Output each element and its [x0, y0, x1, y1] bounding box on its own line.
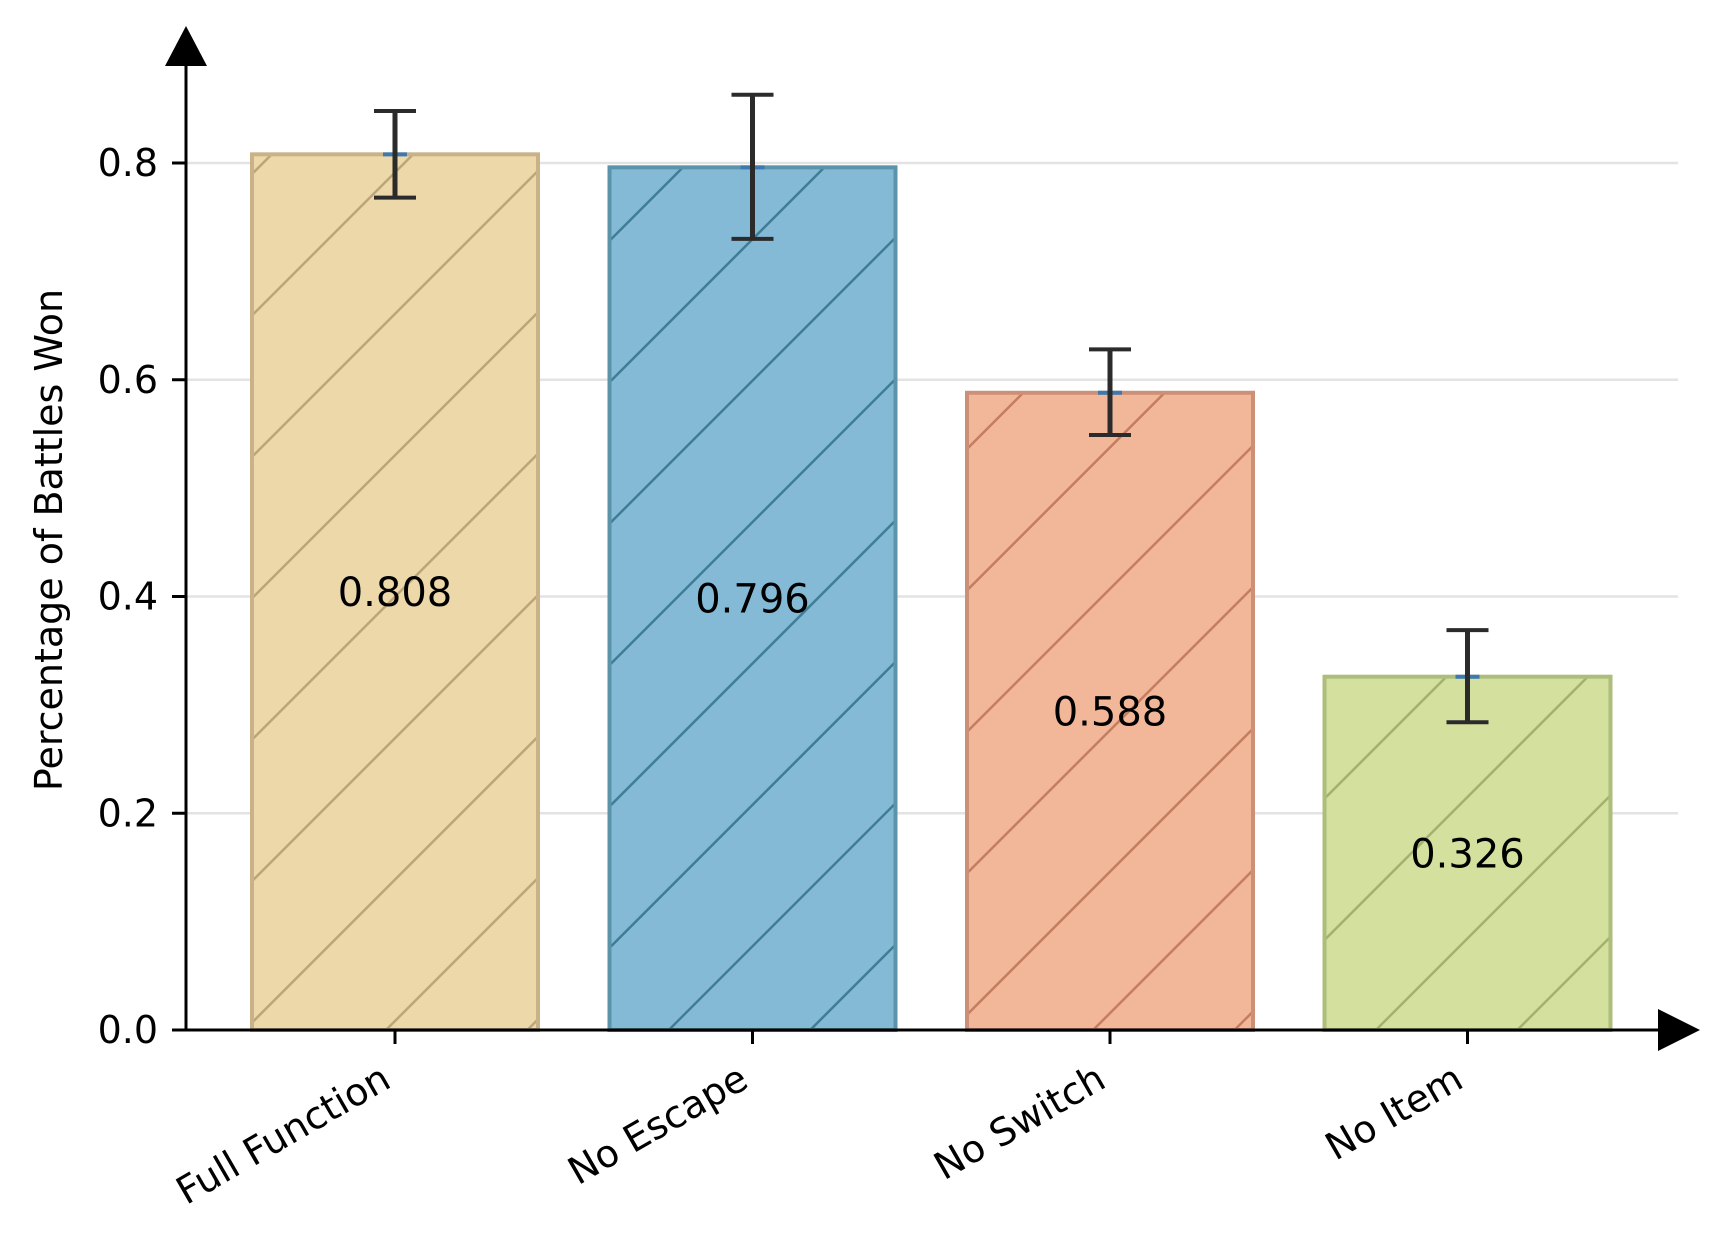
error-bars — [374, 92, 1489, 725]
error-bar-no-switch — [1089, 347, 1131, 438]
y-axis-arrowhead — [165, 26, 207, 66]
bar-value-labels: 0.808 0.796 0.588 0.326 — [338, 570, 1525, 877]
y-tick-label: 0.4 — [98, 575, 158, 619]
bar-value-label: 0.808 — [338, 570, 453, 616]
bar-no-item — [1322, 674, 1613, 1032]
y-tick-label: 0.6 — [98, 358, 158, 402]
bar-no-switch — [965, 390, 1255, 1032]
x-tick-label: No Switch — [926, 1056, 1112, 1189]
x-tick-label: Full Function — [169, 1056, 398, 1213]
error-bar-no-item — [1446, 628, 1489, 725]
x-axis-arrowhead — [1658, 1009, 1700, 1051]
y-tick-label: 0.0 — [98, 1008, 158, 1052]
bar-value-label: 0.796 — [695, 577, 810, 623]
error-bar-no-escape — [731, 92, 774, 241]
bar-full-function — [250, 152, 540, 1032]
y-tick-label: 0.2 — [98, 791, 158, 835]
error-bar-full-function — [374, 108, 416, 200]
bars — [250, 152, 1613, 1032]
x-tick-label: No Escape — [560, 1056, 755, 1194]
x-tick-label: No Item — [1318, 1056, 1470, 1169]
bar-value-label: 0.588 — [1053, 689, 1168, 735]
y-tick-label: 0.8 — [98, 141, 158, 185]
y-axis-title: Percentage of Battles Won — [27, 289, 71, 791]
bar-value-label: 0.326 — [1410, 831, 1525, 877]
